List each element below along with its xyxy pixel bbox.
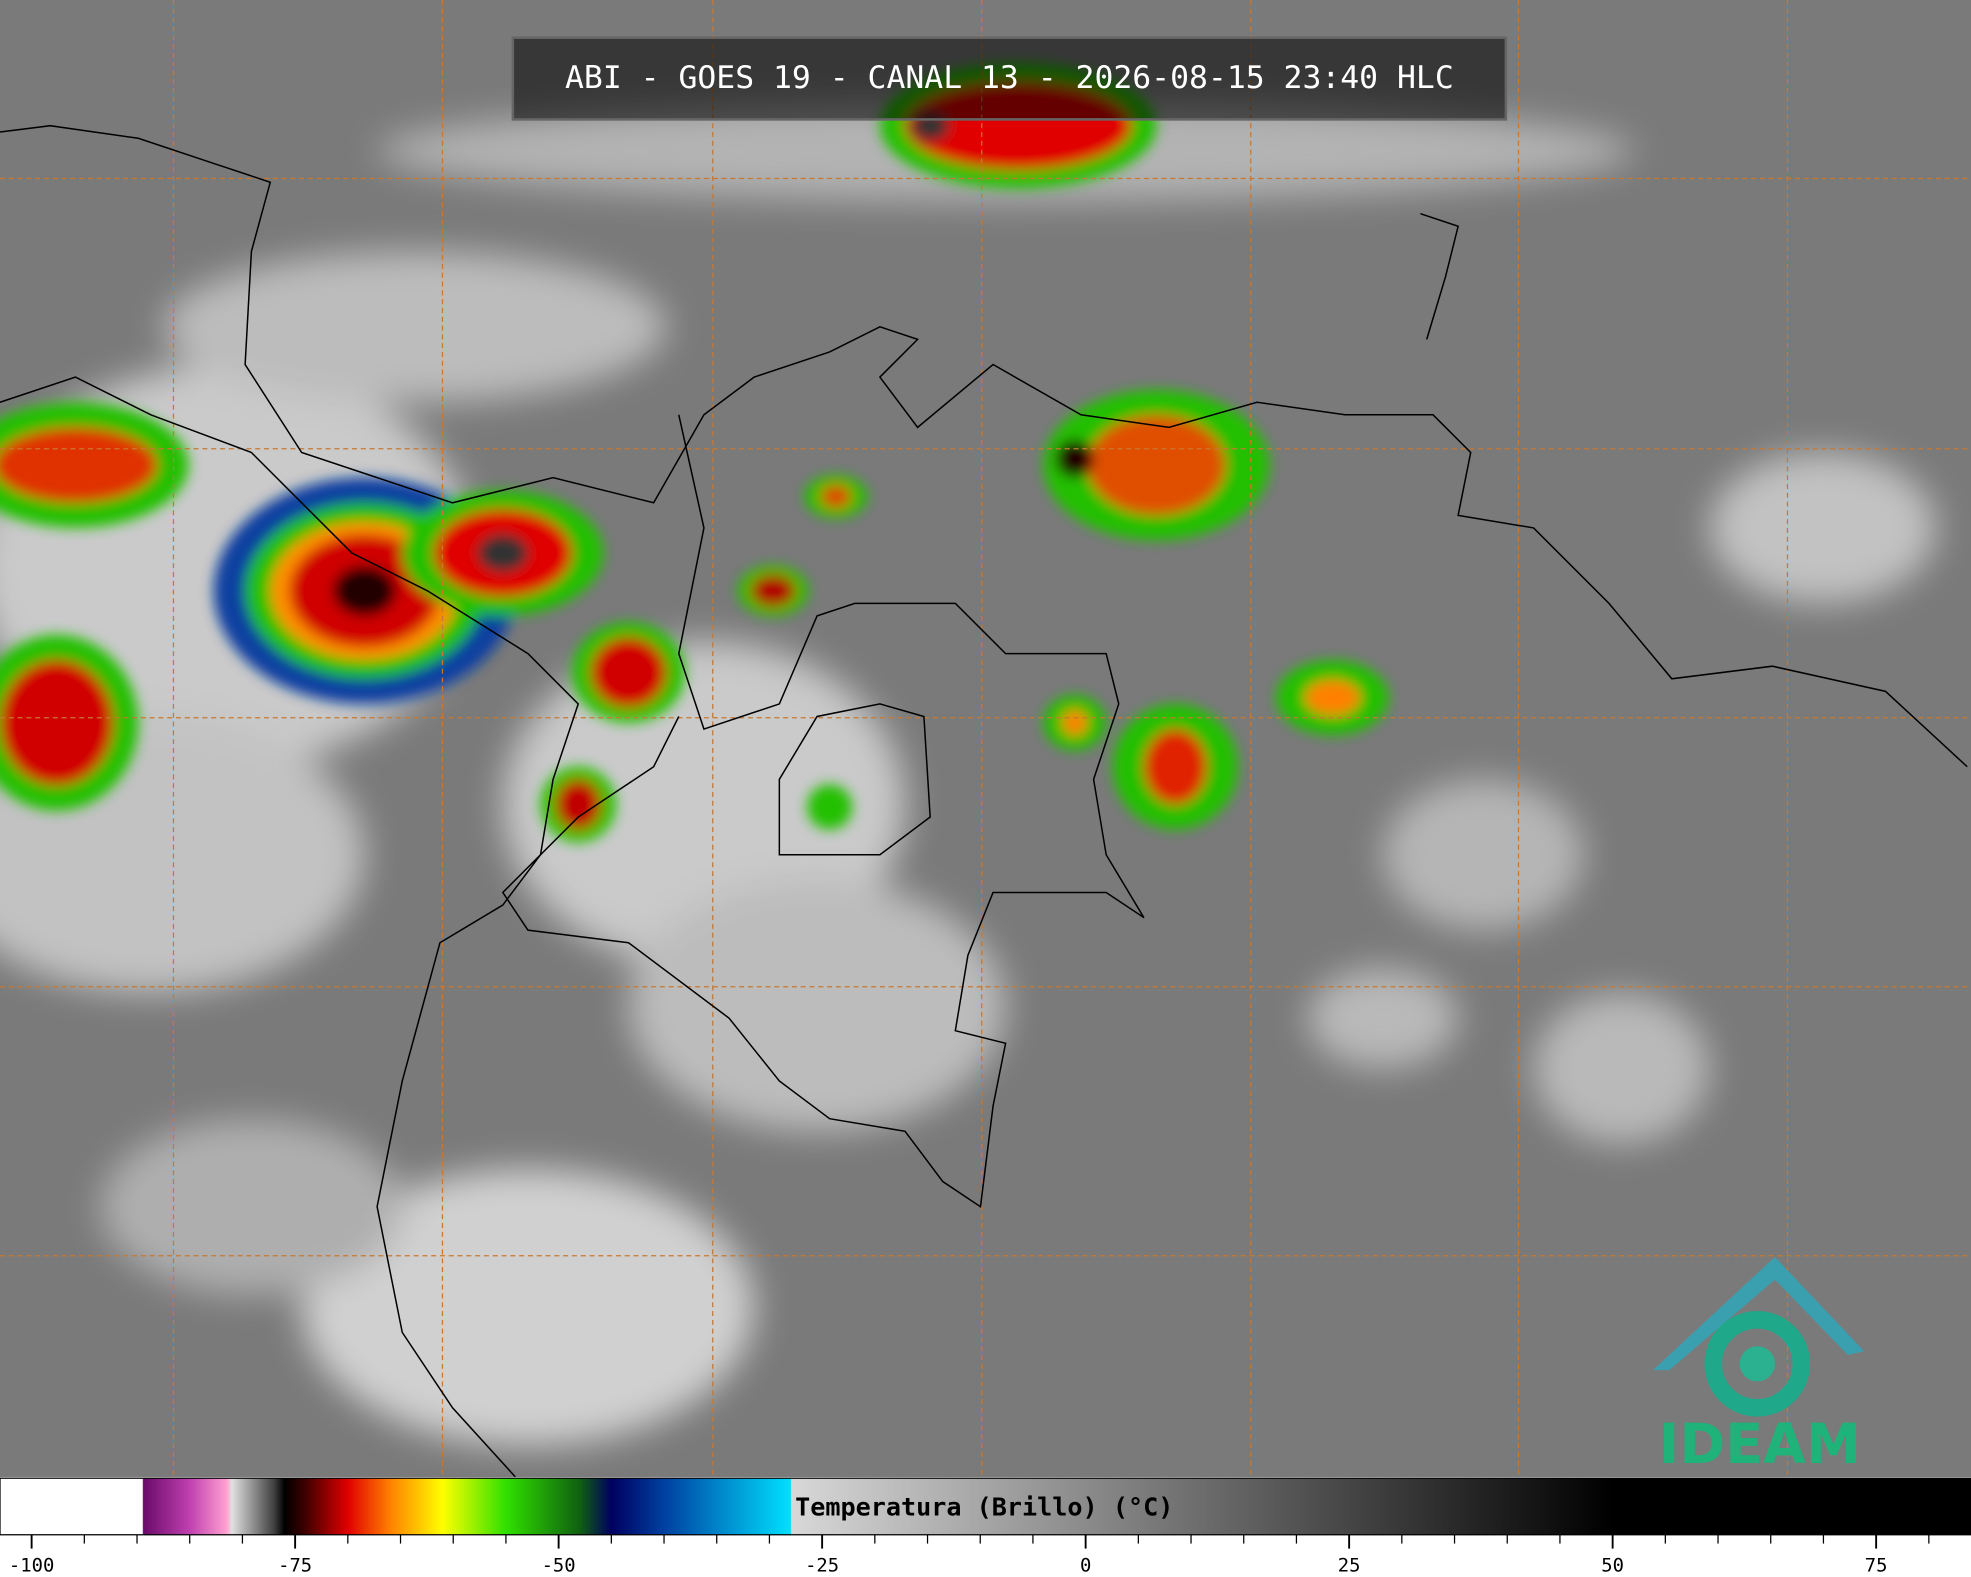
satellite-image — [0, 0, 1971, 1478]
tick-label: 75 — [1865, 1556, 1888, 1577]
tick-label: 0 — [1080, 1556, 1091, 1577]
tick-label: -100 — [9, 1556, 54, 1577]
convective-cells — [0, 62, 1390, 843]
tick-label: -75 — [278, 1556, 312, 1577]
colorbar: Temperatura (Brillo) (°C) -100 -75 -50 -25 0… — [0, 1476, 1971, 1577]
coastlines — [0, 124, 1968, 1478]
title: ABI - GOES 19 - CANAL 13 - 2026-08-15 23… — [565, 60, 1454, 96]
tick-label: 50 — [1601, 1556, 1624, 1577]
tick-label: -25 — [805, 1556, 839, 1577]
tick-label: -50 — [542, 1556, 576, 1577]
logo-text: IDEAM — [1659, 1413, 1861, 1477]
logo: IDEAM — [1652, 1256, 1865, 1477]
graticule — [0, 0, 1971, 1477]
tick-label: 25 — [1338, 1556, 1361, 1577]
title-box: ABI - GOES 19 - CANAL 13 - 2026-08-15 23… — [511, 36, 1508, 121]
colorbar-label: Temperatura (Brillo) (°C) — [795, 1492, 1173, 1521]
